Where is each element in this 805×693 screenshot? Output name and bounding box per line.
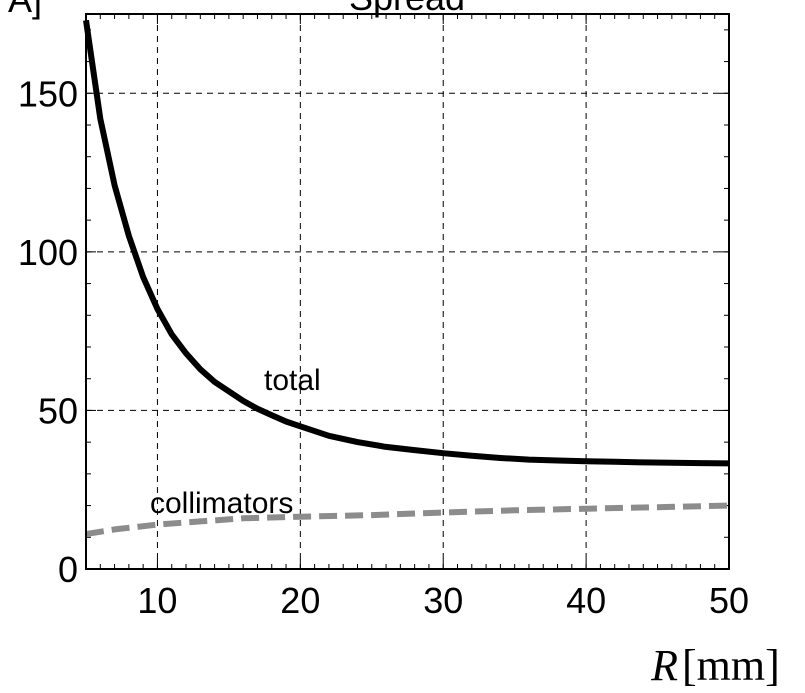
chart-title: Spread <box>349 0 465 18</box>
y-tick-labels: 0 50 100 150 <box>18 73 78 590</box>
series-label-collimators: collimators <box>150 487 293 520</box>
grid-lines <box>86 14 729 569</box>
minor-ticks <box>85 14 730 570</box>
plot-frame <box>85 13 730 570</box>
x-tick-label-20: 20 <box>280 580 320 621</box>
x-axis-symbol: R <box>650 641 678 690</box>
y-tick-label-100: 100 <box>18 232 78 273</box>
series-line-total <box>83 19 730 467</box>
series-label-total: total <box>264 364 321 397</box>
x-axis-label: R [mm] <box>650 641 780 690</box>
series-line-collimators <box>85 502 730 538</box>
y-axis-label-fragment: A] <box>8 0 42 20</box>
y-tick-label-50: 50 <box>38 390 78 431</box>
x-tick-label-40: 40 <box>566 580 606 621</box>
x-axis-unit: [mm] <box>682 641 780 690</box>
series-lines <box>83 19 730 538</box>
x-tick-label-10: 10 <box>137 580 177 621</box>
y-tick-label-0: 0 <box>58 549 78 590</box>
x-tick-label-50: 50 <box>709 580 749 621</box>
y-tick-label-150: 150 <box>18 73 78 114</box>
x-tick-label-30: 30 <box>423 580 463 621</box>
x-tick-labels: 10 20 30 40 50 <box>137 580 749 621</box>
